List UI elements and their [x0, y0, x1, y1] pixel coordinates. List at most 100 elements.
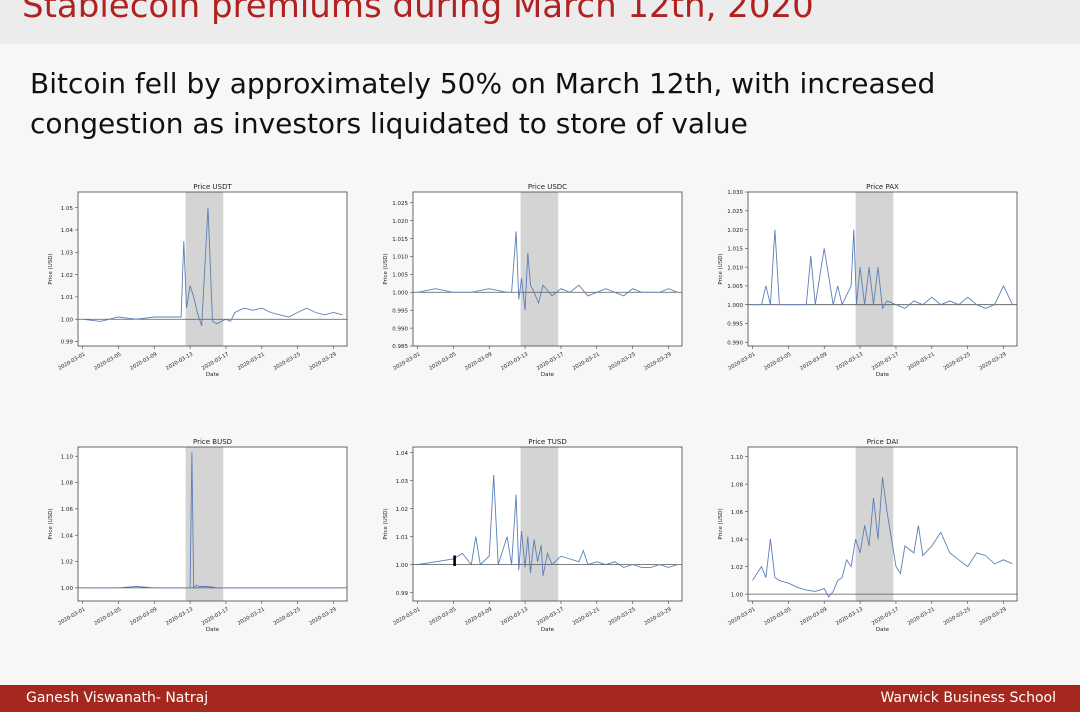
x-tick-label: 2020-03-09 — [129, 352, 158, 372]
x-tick-label: 2020-03-05 — [428, 607, 457, 627]
x-tick-label: 2020-03-29 — [643, 352, 672, 372]
x-tick-label: 2020-03-21 — [237, 607, 266, 627]
x-tick-label: 2020-03-09 — [464, 352, 493, 372]
y-tick-label: 1.10 — [61, 454, 74, 460]
chart-title: Price DAI — [867, 438, 898, 446]
x-tick-label: 2020-03-21 — [907, 352, 936, 372]
x-tick-label: 2020-03-05 — [428, 352, 457, 372]
x-tick-label: 2020-03-29 — [643, 607, 672, 627]
x-axis-label: Date — [206, 372, 220, 378]
y-tick-label: 1.08 — [731, 482, 744, 488]
x-axis-label: Date — [206, 627, 220, 633]
footer-institution: Warwick Business School — [880, 690, 1056, 706]
plot-frame — [412, 191, 683, 347]
y-tick-label: 1.01 — [61, 295, 73, 301]
chart-svg: Price DAI 1.00 1.02 1.04 1.06 1.08 1.10 Price (… — [718, 438, 1018, 633]
y-tick-label: 0.995 — [392, 308, 408, 314]
x-tick-label: 2020-03-13 — [500, 607, 529, 627]
chart-panel: Price PAX 0.990 0.995 1.000 1.005 1.010 1.015 1… — [710, 178, 1025, 418]
x-tick-label: 2020-03-25 — [273, 352, 302, 372]
chart-title: Price USDT — [193, 183, 232, 191]
y-tick-label: 1.04 — [61, 228, 74, 234]
x-tick-label: 2020-03-21 — [237, 352, 266, 372]
y-tick-label: 1.020 — [727, 228, 743, 234]
x-tick-label: 2020-03-13 — [165, 352, 194, 372]
series-line — [82, 452, 343, 589]
y-tick-label: 1.025 — [727, 209, 743, 215]
text-cursor-icon: I — [452, 554, 458, 570]
chart-svg: Price BUSD 1.00 1.02 1.04 1.06 1.08 1.10 Price … — [48, 438, 348, 633]
series-line — [752, 229, 1013, 310]
y-tick-label: 1.04 — [61, 533, 74, 539]
x-tick-label: 2020-03-13 — [165, 607, 194, 627]
x-tick-label: 2020-03-25 — [608, 352, 637, 372]
y-tick-label: 0.995 — [727, 322, 743, 328]
chart-panel: Price USDC 0.985 0.990 0.995 1.000 1.005 1.010… — [375, 178, 690, 418]
x-tick-label: 2020-03-05 — [93, 352, 122, 372]
plot-frame — [77, 446, 348, 602]
y-tick-label: 1.015 — [392, 237, 408, 243]
chart-panel: Price BUSD 1.00 1.02 1.04 1.06 1.08 1.10 Price … — [40, 433, 355, 673]
y-tick-label: 1.06 — [731, 510, 744, 516]
y-axis-label: Price (USD) — [383, 508, 389, 539]
y-tick-label: 1.01 — [396, 535, 408, 541]
x-tick-label: 2020-03-09 — [129, 607, 158, 627]
y-tick-label: 1.03 — [396, 479, 409, 485]
title-bar: Stablecoin premiums during March 12th, 2… — [0, 0, 1080, 44]
x-tick-label: 2020-03-01 — [57, 352, 86, 372]
x-tick-label: 2020-03-29 — [978, 607, 1007, 627]
y-tick-label: 1.00 — [61, 317, 74, 323]
shaded-period — [855, 192, 894, 346]
y-tick-label: 1.02 — [396, 507, 408, 513]
y-tick-label: 1.000 — [392, 290, 408, 296]
y-tick-label: 1.005 — [727, 284, 743, 290]
y-tick-label: 1.03 — [61, 250, 74, 256]
y-axis-label: Price (USD) — [48, 508, 54, 539]
chart-panel: Price DAI 1.00 1.02 1.04 1.06 1.08 1.10 Price (… — [710, 433, 1025, 673]
y-tick-label: 1.000 — [727, 303, 743, 309]
x-axis-label: Date — [876, 372, 890, 378]
shaded-period — [520, 447, 559, 601]
x-axis-label: Date — [541, 372, 555, 378]
x-tick-label: 2020-03-21 — [572, 607, 601, 627]
y-tick-label: 1.02 — [731, 565, 743, 571]
chart-panel: Price TUSD 0.99 1.00 1.01 1.02 1.03 1.04 Price … — [375, 433, 690, 673]
series-line — [82, 207, 343, 327]
footer-bar: Ganesh Viswanath- Natraj Warwick Busines… — [0, 685, 1080, 712]
shaded-period — [855, 447, 894, 601]
chart-title: Price USDC — [528, 183, 567, 191]
x-tick-label: 2020-03-01 — [392, 607, 421, 627]
x-tick-label: 2020-03-01 — [57, 607, 86, 627]
footer-author: Ganesh Viswanath- Natraj — [26, 690, 209, 706]
plot-frame — [747, 446, 1018, 602]
x-tick-label: 2020-03-05 — [93, 607, 122, 627]
x-tick-label: 2020-03-21 — [572, 352, 601, 372]
x-tick-label: 2020-03-25 — [273, 607, 302, 627]
x-axis-label: Date — [876, 627, 890, 633]
y-tick-label: 1.04 — [731, 537, 744, 543]
y-tick-label: 1.00 — [396, 563, 409, 569]
x-tick-label: 2020-03-21 — [907, 607, 936, 627]
y-tick-label: 1.10 — [731, 455, 744, 461]
x-tick-label: 2020-03-13 — [835, 352, 864, 372]
y-tick-label: 0.99 — [396, 591, 409, 597]
series-line — [417, 474, 678, 576]
x-tick-label: 2020-03-01 — [727, 607, 756, 627]
y-tick-label: 0.985 — [392, 344, 408, 350]
y-tick-label: 1.010 — [392, 255, 408, 261]
series-line — [417, 231, 678, 311]
x-tick-label: 2020-03-17 — [871, 607, 900, 627]
y-axis-label: Price (USD) — [718, 253, 724, 284]
chart-svg: Price TUSD 0.99 1.00 1.01 1.02 1.03 1.04 Price … — [383, 438, 683, 633]
x-tick-label: 2020-03-25 — [943, 352, 972, 372]
y-tick-label: 0.990 — [727, 340, 743, 346]
chart-title: Price TUSD — [528, 438, 567, 446]
plot-frame — [77, 191, 348, 347]
x-tick-label: 2020-03-13 — [500, 352, 529, 372]
y-tick-label: 1.05 — [61, 206, 74, 212]
y-tick-label: 1.04 — [396, 451, 409, 457]
y-tick-label: 1.00 — [731, 592, 744, 598]
y-axis-label: Price (USD) — [718, 508, 724, 539]
chart-title: Price PAX — [866, 183, 899, 191]
series-line — [752, 477, 1013, 598]
